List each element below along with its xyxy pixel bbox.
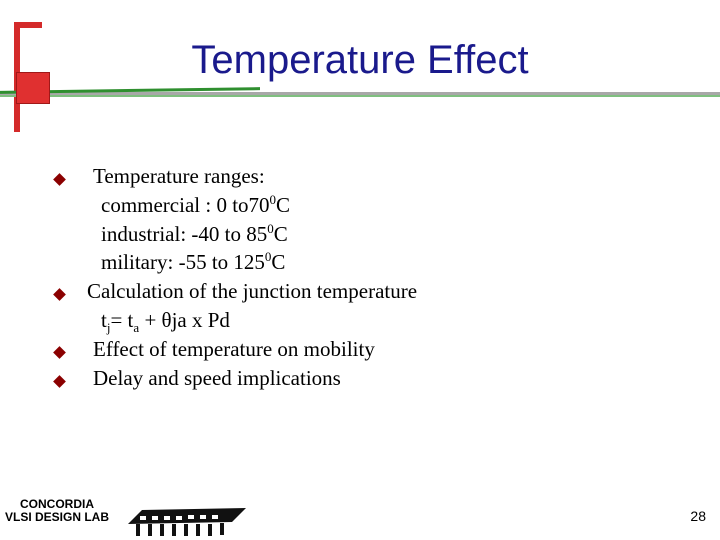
diamond-bullet-icon [53, 375, 66, 388]
title-rule [0, 92, 720, 97]
chip-logo-icon [128, 508, 246, 536]
bullet-text: Temperature ranges: [93, 164, 265, 188]
page-number: 28 [690, 508, 706, 524]
diamond-bullet-icon [53, 346, 66, 359]
decorative-square [16, 72, 50, 104]
slide-title: Temperature Effect [191, 38, 529, 82]
diamond-bullet-icon [53, 173, 66, 186]
bullet-text: Delay and speed implications [93, 366, 341, 390]
decorative-bar [14, 22, 42, 28]
diamond-bullet-icon [53, 288, 66, 301]
bullet-text: Effect of temperature on mobility [93, 337, 375, 361]
title-rule-accent [0, 95, 720, 97]
lab-logo-text: CONCORDIA VLSI DESIGN LAB [4, 497, 109, 524]
subline: industrial: -40 to 850C [101, 221, 288, 246]
subline: military: -55 to 1250C [101, 249, 286, 274]
subline: commercial : 0 to700C [101, 192, 291, 217]
bullet-text: Calculation of the junction temperature [87, 279, 418, 303]
formula: tj= ta + θja x Pd [101, 308, 230, 336]
